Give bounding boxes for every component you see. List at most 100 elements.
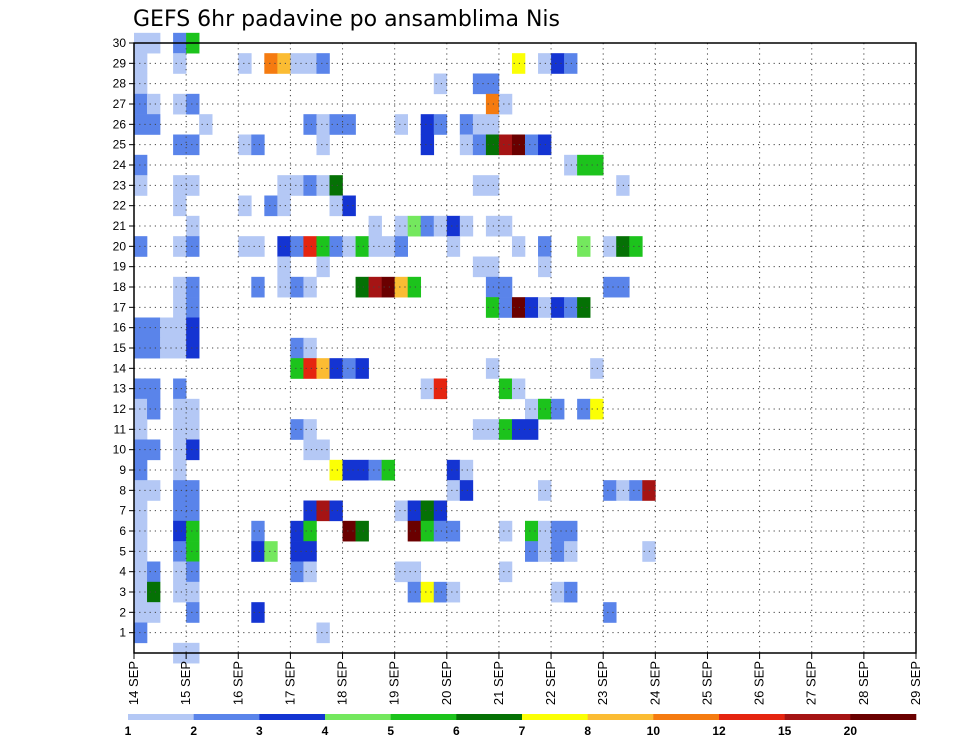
x-tick-label: 18 SEP bbox=[335, 661, 350, 705]
precip-cell bbox=[134, 622, 148, 644]
precip-cell bbox=[433, 114, 448, 135]
colorbar-swatch bbox=[522, 714, 588, 720]
precip-cell bbox=[134, 114, 161, 135]
y-tick-label: 9 bbox=[119, 463, 126, 477]
precip-cell bbox=[290, 358, 304, 379]
precip-cell bbox=[264, 195, 278, 217]
precip-cell bbox=[629, 480, 643, 501]
precip-cell bbox=[368, 459, 382, 481]
precip-cell bbox=[485, 134, 500, 156]
y-tick-label: 27 bbox=[113, 97, 127, 111]
precip-cell bbox=[498, 297, 513, 318]
precip-cell bbox=[186, 520, 200, 542]
y-tick-label: 28 bbox=[113, 77, 127, 91]
precip-cell bbox=[173, 439, 187, 461]
precip-cell bbox=[538, 256, 552, 278]
precip-cell bbox=[368, 215, 382, 237]
precip-cell bbox=[433, 73, 448, 95]
precip-cell bbox=[134, 480, 161, 501]
precip-cell bbox=[329, 459, 343, 481]
precip-cell bbox=[551, 297, 565, 318]
precip-cell bbox=[316, 500, 330, 522]
precip-cell bbox=[134, 53, 148, 74]
precip-cell bbox=[538, 53, 552, 74]
precip-cell bbox=[264, 541, 278, 562]
precip-cell bbox=[342, 459, 369, 481]
precip-cell bbox=[433, 215, 448, 237]
precip-cell bbox=[433, 581, 448, 603]
colorbar-swatch bbox=[259, 714, 326, 720]
precip-cell bbox=[564, 541, 578, 562]
y-tick-label: 18 bbox=[113, 280, 127, 294]
precip-cell bbox=[368, 276, 382, 298]
precip-cell bbox=[342, 520, 356, 542]
x-tick-label: 24 SEP bbox=[647, 661, 662, 705]
precip-cell bbox=[316, 175, 330, 196]
precip-cell bbox=[290, 337, 304, 359]
precip-cell bbox=[394, 561, 422, 583]
precip-cell bbox=[277, 256, 291, 278]
colorbar-swatch bbox=[325, 714, 391, 720]
precip-cell bbox=[485, 358, 500, 379]
precip-cell bbox=[316, 53, 330, 74]
precip-cell bbox=[186, 337, 200, 359]
y-tick-label: 3 bbox=[119, 585, 126, 599]
precip-cell bbox=[134, 175, 148, 196]
precip-cell bbox=[251, 541, 265, 562]
precip-cell bbox=[134, 73, 148, 95]
precip-cell bbox=[355, 358, 369, 379]
precip-cell bbox=[342, 358, 356, 379]
y-tick-label: 10 bbox=[113, 443, 127, 457]
precip-cell bbox=[564, 297, 578, 318]
precip-cell bbox=[446, 480, 461, 501]
precip-cell bbox=[603, 602, 617, 623]
precip-cell bbox=[173, 561, 187, 583]
precip-cell bbox=[498, 215, 513, 237]
precip-cell bbox=[381, 459, 395, 481]
precip-cell bbox=[551, 581, 565, 603]
x-tick-label: 27 SEP bbox=[804, 661, 819, 705]
precip-cell bbox=[186, 602, 200, 623]
colorbar-swatch bbox=[784, 714, 851, 720]
precip-cell bbox=[603, 480, 617, 501]
x-axis: 14 SEP 15 SEP 16 SEP 17 SEP 18 SEP 19 SEP 20 S… bbox=[126, 653, 923, 705]
y-tick-label: 7 bbox=[119, 504, 126, 518]
precip-cell bbox=[277, 195, 291, 217]
x-tick-label: 19 SEP bbox=[387, 661, 402, 705]
precip-cell bbox=[564, 154, 578, 176]
precip-cell bbox=[238, 195, 252, 217]
precip-cell bbox=[134, 419, 148, 440]
precip-cell bbox=[290, 561, 304, 583]
y-tick-label: 25 bbox=[113, 138, 127, 152]
precip-cell bbox=[134, 520, 148, 542]
colorbar-level-label: 5 bbox=[387, 724, 394, 738]
precip-cell bbox=[303, 175, 317, 196]
precip-cell bbox=[303, 358, 317, 379]
precip-cell bbox=[290, 419, 304, 440]
colorbar-swatch bbox=[587, 714, 654, 720]
precip-cell bbox=[147, 398, 161, 420]
precip-cell bbox=[420, 114, 435, 135]
precip-cell bbox=[277, 53, 291, 74]
precip-cell bbox=[238, 134, 252, 156]
precip-cell bbox=[290, 541, 317, 562]
x-tick-label: 20 SEP bbox=[439, 661, 454, 705]
precip-cell bbox=[251, 520, 265, 542]
x-tick-label: 29 SEP bbox=[908, 661, 923, 705]
precip-cell bbox=[316, 622, 330, 644]
y-tick-label: 29 bbox=[113, 56, 127, 70]
y-tick-label: 26 bbox=[113, 117, 127, 131]
precip-cell bbox=[446, 236, 461, 257]
y-tick-label: 2 bbox=[119, 605, 126, 619]
precip-cell bbox=[420, 134, 435, 156]
colorbar-level-label: 6 bbox=[453, 724, 460, 738]
precip-cell bbox=[303, 520, 317, 542]
precip-cell bbox=[186, 297, 200, 318]
precip-cell bbox=[459, 114, 474, 135]
precip-cell bbox=[316, 236, 330, 257]
precip-cell bbox=[303, 561, 317, 583]
precip-cell bbox=[134, 154, 148, 176]
precip-cell bbox=[264, 53, 278, 74]
precip-cell bbox=[186, 317, 200, 339]
